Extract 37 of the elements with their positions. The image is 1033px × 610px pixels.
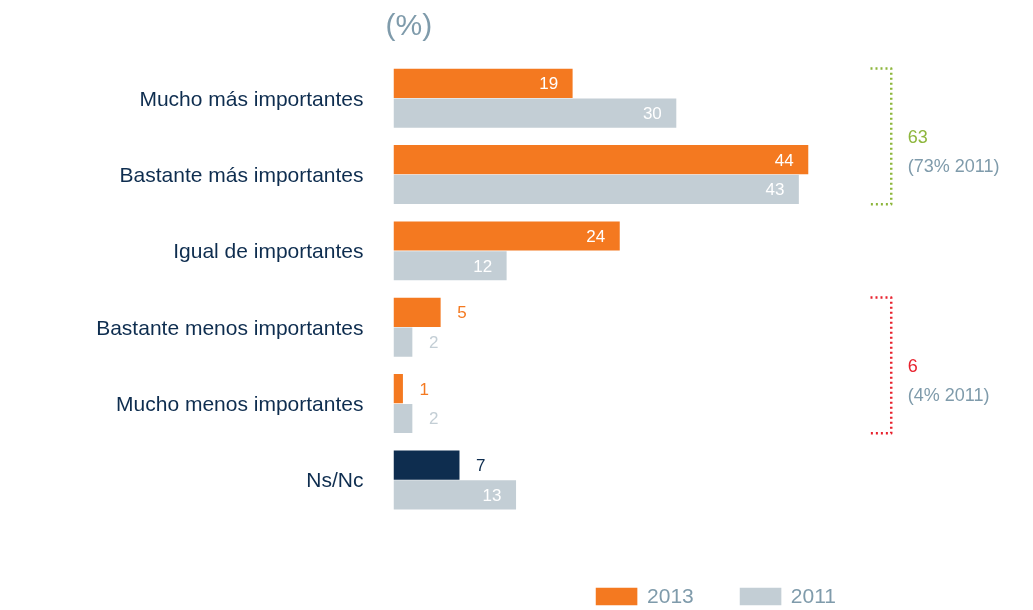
y-tick-label: Igual de importantes	[173, 239, 364, 263]
text: 6	[907, 355, 918, 376]
legend-label: 2011	[790, 584, 836, 608]
legend-label: 2013	[647, 584, 694, 608]
data-label: 2	[428, 409, 439, 429]
bar	[393, 480, 517, 510]
data-label: 2	[428, 333, 439, 353]
bar	[393, 327, 413, 357]
data-label: 7	[476, 456, 486, 476]
y-tick-label: Bastante menos importantes	[96, 315, 364, 339]
bar	[393, 221, 620, 251]
text: (4% 2011)	[907, 385, 990, 406]
chart-title: (%)	[385, 7, 433, 41]
data-label: 13	[482, 485, 502, 505]
bar	[393, 374, 403, 404]
data-label: 12	[473, 256, 493, 276]
bar	[393, 145, 809, 175]
bar	[393, 450, 460, 480]
text: (73% 2011)	[907, 156, 1000, 177]
bar	[393, 98, 677, 128]
data-label: 44	[774, 150, 794, 170]
y-tick-label: Ns/Nc	[306, 468, 364, 492]
y-tick-label: Mucho menos importantes	[116, 392, 364, 416]
data-label: 5	[457, 303, 467, 323]
y-tick-label: Bastante más importantes	[119, 163, 364, 187]
bar	[393, 297, 441, 327]
bar	[393, 174, 799, 205]
data-label: 43	[765, 180, 785, 200]
data-label: 24	[586, 227, 606, 246]
y-tick-label: Mucho más importantes	[139, 86, 364, 110]
text: 63	[907, 126, 928, 147]
bar	[393, 403, 413, 434]
data-label: 19	[539, 74, 559, 94]
data-label: 30	[642, 104, 662, 124]
bar	[393, 251, 507, 281]
bar	[393, 68, 573, 98]
data-label: 1	[419, 379, 429, 399]
